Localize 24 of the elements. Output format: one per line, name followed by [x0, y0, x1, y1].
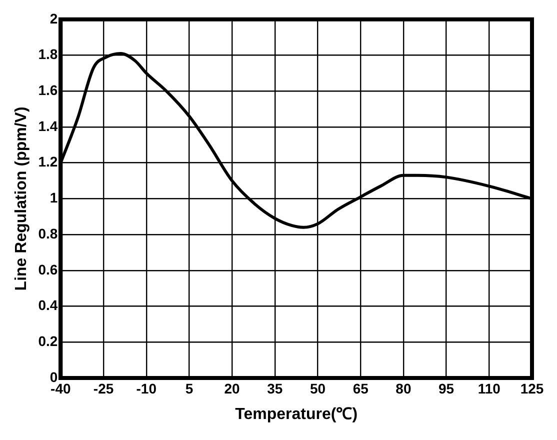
y-tick-label: 1.8	[38, 46, 58, 62]
y-tick-label: 1	[50, 190, 58, 206]
y-tick-label: 1.6	[38, 82, 58, 98]
y-tick-label: 0.2	[38, 333, 58, 349]
x-tick-label: -25	[93, 380, 114, 396]
x-tick-label: 95	[438, 380, 454, 396]
y-tick-label: 2	[50, 10, 58, 26]
x-tick-label: 125	[520, 380, 544, 396]
y-tick-label: 0.8	[38, 225, 58, 242]
x-tick-label: 110	[478, 380, 501, 396]
y-tick-label: 0	[50, 368, 58, 385]
y-tick-label: 0.6	[38, 261, 58, 278]
y-tick-label: 0.4	[38, 297, 58, 314]
x-tick-label: 80	[396, 380, 412, 396]
x-tick-label: 20	[224, 380, 240, 396]
y-tick-label: 1.4	[38, 118, 58, 134]
y-tick-label: 1.2	[38, 154, 58, 170]
x-axis-title: Temperature(℃)	[235, 406, 358, 423]
y-axis-title: Line Regulation (ppm/V)	[13, 106, 30, 291]
x-tick-label: 35	[267, 380, 283, 396]
x-tick-label: 65	[352, 380, 369, 396]
x-tick-label: -10	[136, 380, 157, 396]
x-tick-label: 50	[310, 380, 326, 396]
x-tick-label: 5	[185, 380, 194, 396]
